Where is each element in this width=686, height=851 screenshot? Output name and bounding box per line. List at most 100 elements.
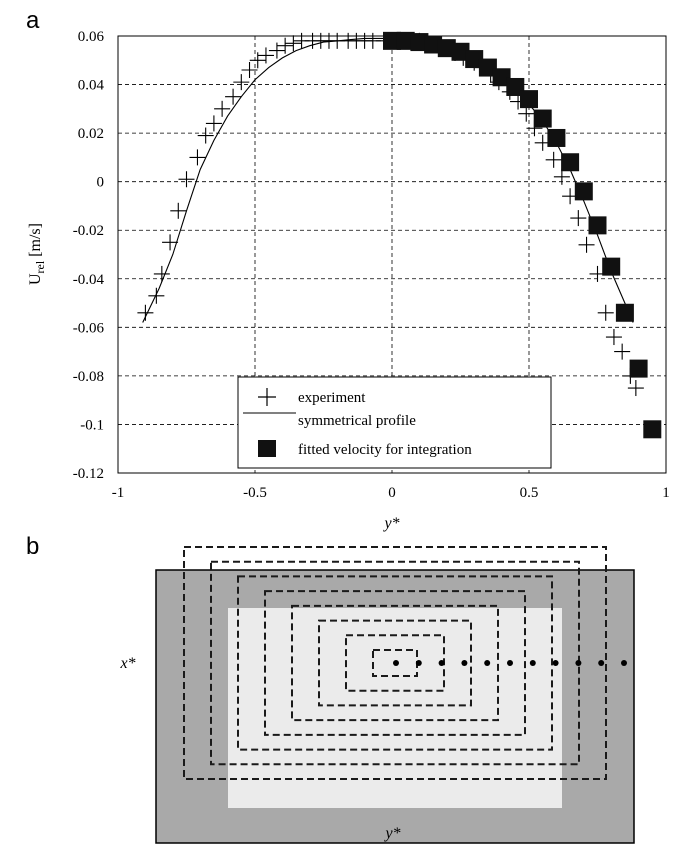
- y-tick-label: -0.02: [73, 223, 104, 239]
- integration-point: [507, 660, 513, 666]
- x-tick-label: -0.5: [243, 485, 267, 501]
- point-experiment: [285, 35, 302, 52]
- point-experiment: [249, 52, 266, 69]
- point-experiment: [162, 234, 179, 251]
- y-tick-label: -0.12: [73, 466, 104, 482]
- y-tick-label: -0.06: [73, 320, 105, 336]
- point-experiment: [597, 304, 614, 321]
- point-fitted-velocity: [478, 58, 497, 77]
- legend-label-fitted-velocity: fitted velocity for integration: [298, 442, 472, 458]
- point-experiment: [545, 151, 562, 168]
- velocity-profile-chart: -1 -0.5 0 0.5 1 0.06 0.04 0.02 0 -0.02 -0.04 -0.06 -…: [27, 29, 670, 532]
- diagram-x-label: x*: [119, 655, 135, 672]
- integration-points: [393, 660, 627, 666]
- point-experiment: [277, 37, 294, 54]
- point-fitted-velocity: [574, 182, 593, 201]
- y-tick-label: 0.04: [78, 78, 105, 94]
- legend-label-experiment: experiment: [298, 390, 366, 406]
- legend-box: [237, 376, 552, 469]
- integration-point: [552, 660, 559, 666]
- point-experiment: [170, 202, 187, 219]
- integration-point: [621, 660, 627, 666]
- point-fitted-velocity: [424, 35, 443, 54]
- y-axis-label-sub: rel: [33, 260, 47, 273]
- y-axis-label-main: U: [27, 273, 44, 285]
- svg-text:Urel [m/s]: Urel [m/s]: [27, 223, 47, 285]
- point-experiment: [197, 127, 214, 144]
- y-tick-label: -0.08: [73, 369, 104, 385]
- dashed-contour: [237, 575, 553, 751]
- point-experiment: [137, 304, 154, 321]
- legend-marker-experiment: [258, 388, 276, 406]
- point-experiment: [241, 61, 258, 78]
- y-tick-label: -0.04: [73, 272, 105, 288]
- data-series: [137, 31, 662, 439]
- point-fitted-velocity: [615, 303, 634, 322]
- x-tick-label: -1: [112, 485, 125, 501]
- legend-label-symmetrical-profile: symmetrical profile: [298, 413, 416, 429]
- point-experiment: [605, 329, 622, 346]
- integration-point: [461, 660, 468, 666]
- x-tick-label: 0.5: [520, 485, 539, 501]
- y-tick-label: -0.1: [80, 417, 104, 433]
- point-fitted-velocity: [533, 109, 552, 128]
- integration-schematic: x* y*: [119, 546, 635, 844]
- point-fitted-velocity: [588, 216, 607, 235]
- point-experiment: [268, 42, 285, 59]
- dashed-contour: [291, 604, 499, 722]
- dashed-contour: [210, 560, 580, 766]
- y-axis-label-unit: [m/s]: [27, 223, 44, 261]
- point-fitted-velocity: [383, 31, 401, 50]
- point-experiment: [225, 88, 242, 105]
- panel-label-a: a: [26, 7, 40, 34]
- point-fitted-velocity: [451, 42, 470, 61]
- point-experiment: [614, 343, 631, 360]
- diagram-y-label: y*: [383, 825, 400, 842]
- x-tick-label: 1: [662, 485, 670, 501]
- point-experiment: [148, 287, 165, 304]
- point-experiment: [233, 74, 250, 91]
- point-fitted-velocity: [396, 31, 415, 50]
- point-experiment: [578, 236, 595, 253]
- point-fitted-velocity: [506, 77, 525, 96]
- y-tick-label: 0: [97, 175, 105, 191]
- point-experiment: [627, 380, 644, 397]
- point-experiment: [178, 171, 195, 188]
- inner-region: [228, 608, 562, 808]
- point-fitted-velocity: [629, 359, 648, 378]
- dashed-contours: [183, 546, 607, 780]
- dashed-contour: [318, 619, 472, 707]
- point-fitted-velocity: [643, 420, 662, 439]
- point-fitted-velocity: [561, 153, 580, 172]
- point-fitted-velocity: [492, 68, 511, 87]
- integration-point: [529, 660, 536, 666]
- point-fitted-velocity: [547, 128, 566, 147]
- point-fitted-velocity: [520, 90, 538, 109]
- x-axis-label: y*: [382, 515, 399, 532]
- point-experiment: [518, 105, 535, 122]
- dashed-contour: [264, 590, 526, 736]
- integration-point: [438, 660, 445, 666]
- legend: experiment symmetrical profile fitted ve…: [237, 376, 552, 469]
- integration-point: [484, 660, 491, 666]
- point-fitted-velocity: [410, 33, 429, 52]
- y-axis-label: Urel [m/s]: [27, 223, 47, 285]
- integration-point: [393, 660, 399, 666]
- point-fitted-velocity: [437, 39, 456, 58]
- point-experiment: [553, 168, 570, 185]
- tick-labels: -1 -0.5 0 0.5 1 0.06 0.04 0.02 0 -0.02 -0.04 -0.06 -…: [73, 29, 670, 501]
- dashed-contour: [183, 546, 607, 780]
- y-tick-label: 0.06: [78, 29, 105, 45]
- point-experiment: [570, 210, 587, 227]
- point-experiment: [257, 47, 274, 64]
- series-line-symmetrical-profile: [142, 37, 634, 323]
- point-fitted-velocity: [465, 50, 484, 69]
- point-fitted-velocity: [602, 257, 621, 276]
- integration-point: [575, 660, 582, 666]
- point-experiment: [205, 115, 222, 132]
- integration-point: [598, 660, 605, 666]
- point-experiment: [153, 265, 170, 282]
- point-experiment: [214, 100, 231, 117]
- integration-point: [415, 660, 422, 666]
